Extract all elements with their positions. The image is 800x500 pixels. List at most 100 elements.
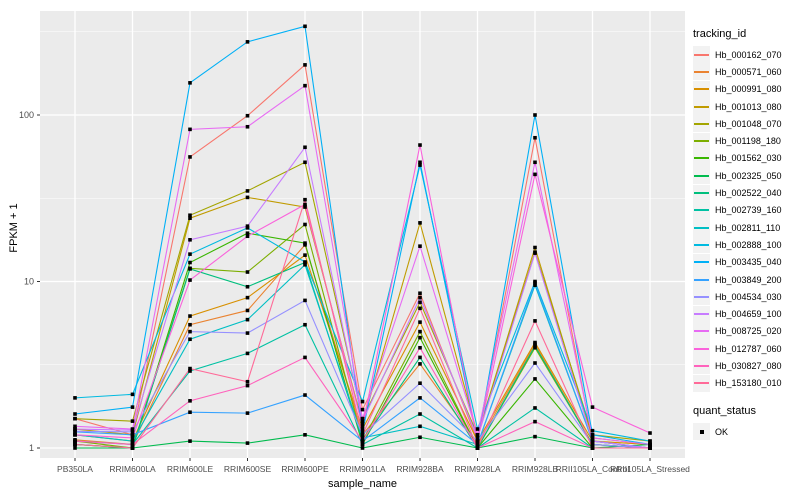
legend-key-swatch (693, 271, 710, 288)
legend-item: Hb_000571_060 (693, 63, 799, 81)
legend-item-label: Hb_001013_080 (715, 101, 782, 112)
svg-text:RRIM928LB: RRIM928LB (512, 464, 559, 474)
svg-text:PB350LA: PB350LA (57, 464, 93, 474)
legend-key-swatch (693, 167, 710, 185)
legend-item: Hb_153180_010 (693, 374, 799, 392)
legend-key-line (694, 53, 709, 56)
legend-item-label: Hb_000162_070 (715, 49, 782, 60)
legend-key-swatch (693, 236, 710, 254)
legend-key-swatch (693, 63, 710, 81)
legend-item-label: Hb_003849_200 (715, 274, 782, 285)
svg-text:RRIM901LA: RRIM901LA (339, 464, 386, 474)
legend-item: Hb_003435_040 (693, 253, 799, 271)
legend-item-label: Hb_004659_100 (715, 309, 782, 320)
svg-text:RRIM600SE: RRIM600SE (224, 464, 272, 474)
legend-item-label: Hb_000571_060 (715, 66, 782, 77)
legend-item-label: Hb_003435_040 (715, 257, 782, 268)
legend-title-quant-status: quant_status (693, 404, 756, 417)
legend-item: Hb_002739_160 (693, 201, 799, 219)
x-tick-labels: PB350LA RRIM600LA RRIM600LE RRIM600SE RRIM60… (57, 464, 690, 474)
legend-item: Hb_012787_060 (693, 340, 799, 358)
legend-item-label: Hb_001562_030 (715, 153, 782, 164)
y-tick-labels: 1 10 100 (19, 110, 34, 453)
legend-item-label: Hb_002739_160 (715, 205, 782, 216)
legend-key-line (694, 105, 709, 108)
legend-key-line (694, 70, 709, 73)
svg-text:RRIM928LA: RRIM928LA (454, 464, 501, 474)
svg-text:100: 100 (19, 110, 34, 120)
axis-tick-marks (37, 114, 651, 461)
legend-item: Hb_002888_100 (693, 236, 799, 254)
svg-text:RRIM600LA: RRIM600LA (109, 464, 156, 474)
svg-text:RRII105LA_Stressed: RRII105LA_Stressed (610, 464, 690, 474)
legend-item: Hb_030827_080 (693, 357, 799, 375)
legend-item-label: Hb_002811_110 (715, 222, 781, 233)
legend-key-line (694, 295, 709, 298)
legend-quant-label: OK (715, 426, 729, 437)
legend-item-label: Hb_004534_030 (715, 291, 782, 302)
legend-key-swatch (693, 149, 710, 167)
legend-key-swatch (693, 322, 710, 340)
legend-key-swatch (693, 98, 710, 116)
legend-key-swatch (693, 115, 710, 133)
legend-key-swatch (693, 340, 710, 358)
svg-text:RRIM928BA: RRIM928BA (396, 464, 444, 474)
legend-quant-items: OK (693, 423, 799, 441)
legend-item-label: Hb_002522_040 (715, 188, 782, 199)
legend-key-line (694, 226, 709, 229)
legend-key-swatch (693, 80, 710, 98)
legend-item: Hb_002811_110 (693, 219, 799, 237)
legend-item: Hb_003849_200 (693, 271, 799, 288)
legend-key-swatch (693, 288, 710, 306)
legend-item: Hb_002325_050 (693, 167, 799, 185)
legend-quant-item: OK (693, 423, 799, 441)
svg-text:1: 1 (29, 443, 34, 453)
data-points (73, 24, 652, 450)
legend-item-label: Hb_153180_010 (715, 378, 782, 389)
x-axis-title: sample_name (327, 478, 398, 490)
legend-item-label: Hb_008725_020 (715, 326, 782, 337)
legend-item-label: Hb_000991_080 (715, 84, 782, 95)
legend-key-line (694, 261, 709, 264)
legend-item: Hb_000162_070 (693, 46, 799, 64)
y-axis-title: FPKM + 1 (8, 203, 20, 253)
legend-key-line (694, 88, 709, 91)
svg-text:RRIM600PE: RRIM600PE (281, 464, 329, 474)
legend-key-line (694, 157, 709, 160)
legend-key-line (694, 192, 709, 195)
legend-item-label: Hb_012787_060 (715, 343, 782, 354)
legend-key-swatch (693, 357, 710, 375)
legend-key-line (694, 347, 709, 350)
legend-item-label: Hb_001198_180 (715, 136, 781, 147)
legend-key-swatch (693, 374, 710, 392)
legend-key-line (694, 278, 709, 281)
legend-key-swatch (693, 184, 710, 202)
legend-item: Hb_000991_080 (693, 80, 799, 98)
legend-item-label: Hb_030827_080 (715, 360, 782, 371)
legend-item: Hb_008725_020 (693, 322, 799, 340)
legend-key-line (694, 382, 709, 385)
legend-key-swatch (693, 219, 710, 237)
legend-key-line (694, 174, 709, 177)
legend-item-label: Hb_001048_070 (715, 118, 782, 129)
legend-key-line (694, 364, 709, 367)
legend-items: Hb_000162_070 Hb_000571_060 Hb_000991_080 H… (693, 46, 799, 392)
legend-title-tracking-id: tracking_id (693, 28, 747, 40)
legend-quant-key (693, 423, 710, 441)
legend-key-swatch (693, 201, 710, 219)
legend-key-line (694, 122, 709, 125)
legend-item: Hb_001562_030 (693, 149, 799, 167)
svg-text:10: 10 (24, 277, 34, 287)
legend-key-line (694, 140, 709, 143)
legend-key-line (694, 243, 709, 246)
svg-text:RRIM600LE: RRIM600LE (167, 464, 214, 474)
legend-item: Hb_004659_100 (693, 305, 799, 323)
legend: tracking_id Hb_000162_070 Hb_000571_060 Hb… (693, 28, 799, 441)
legend-item: Hb_001198_180 (693, 132, 799, 150)
legend-key-line (694, 209, 709, 212)
legend-key-swatch (693, 132, 710, 150)
legend-key-line (694, 330, 709, 333)
point-square-icon (699, 429, 704, 434)
legend-item: Hb_002522_040 (693, 184, 799, 202)
